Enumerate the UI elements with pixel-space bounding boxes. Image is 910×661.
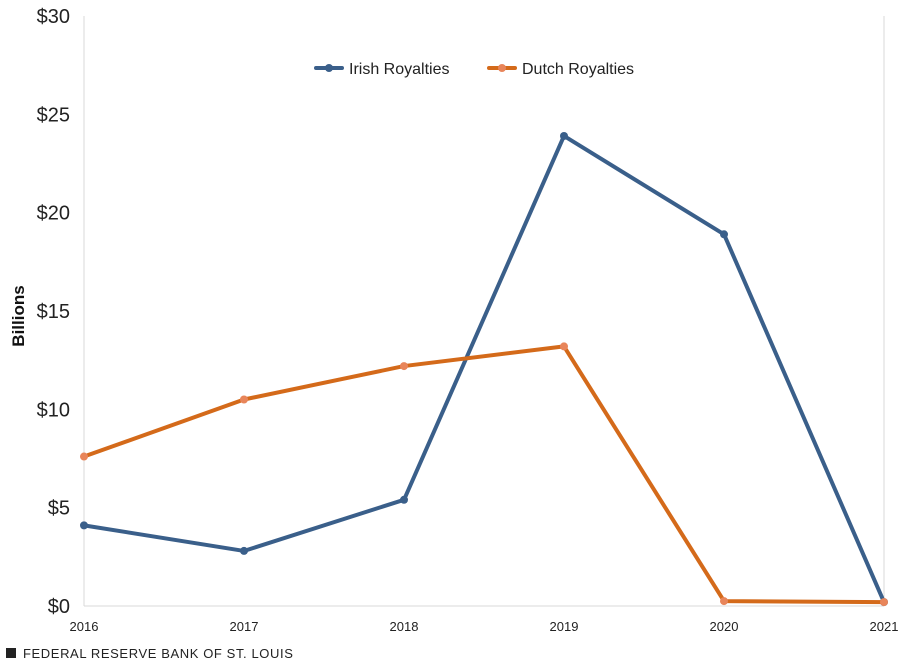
x-axis: 2016 2017 2018 2019 2020 2021 [70,619,899,634]
legend-label: Dutch Royalties [522,61,634,78]
legend-marker [498,64,506,72]
legend: Irish Royalties Dutch Royalties [314,61,634,78]
data-point [880,598,888,607]
y-axis-label: Billions [9,285,28,346]
legend-marker [325,64,333,72]
x-tick-label: 2019 [550,619,579,634]
footer-source: FEDERAL RESERVE BANK OF ST. LOUIS [23,645,294,661]
y-tick-label: $25 [37,104,70,126]
data-point [240,546,248,555]
y-tick-label: $5 [48,498,70,520]
square-icon [6,648,16,658]
data-point [720,597,728,606]
series-line [82,344,886,605]
legend-item: Dutch Royalties [487,61,634,78]
x-tick-label: 2018 [390,619,419,634]
x-tick-label: 2016 [70,619,99,634]
y-tick-label: $15 [37,301,70,323]
legend-label: Irish Royalties [349,61,449,78]
data-point [560,342,568,351]
series-dutch-royalties [80,342,888,607]
y-tick-label: $0 [48,596,70,618]
series-group [80,131,888,607]
data-point [80,452,88,461]
legend-item: Irish Royalties [314,61,449,78]
y-tick-label: $20 [37,203,70,225]
x-tick-label: 2020 [710,619,739,634]
data-point [400,362,408,371]
x-tick-label: 2017 [230,619,259,634]
data-point [400,495,408,504]
data-point [720,230,728,239]
footer: FEDERAL RESERVE BANK OF ST. LOUIS [6,645,293,661]
series-line [82,133,886,605]
data-point [560,131,568,140]
y-tick-label: $30 [37,6,70,28]
y-tick-label: $10 [37,399,70,421]
x-tick-label: 2021 [870,619,899,634]
series-irish-royalties [80,131,888,607]
data-point [80,521,88,530]
plot-frame [83,16,885,607]
y-axis: $0 $5 $10 $15 $20 $25 $30 [37,6,70,618]
data-point [240,395,248,404]
